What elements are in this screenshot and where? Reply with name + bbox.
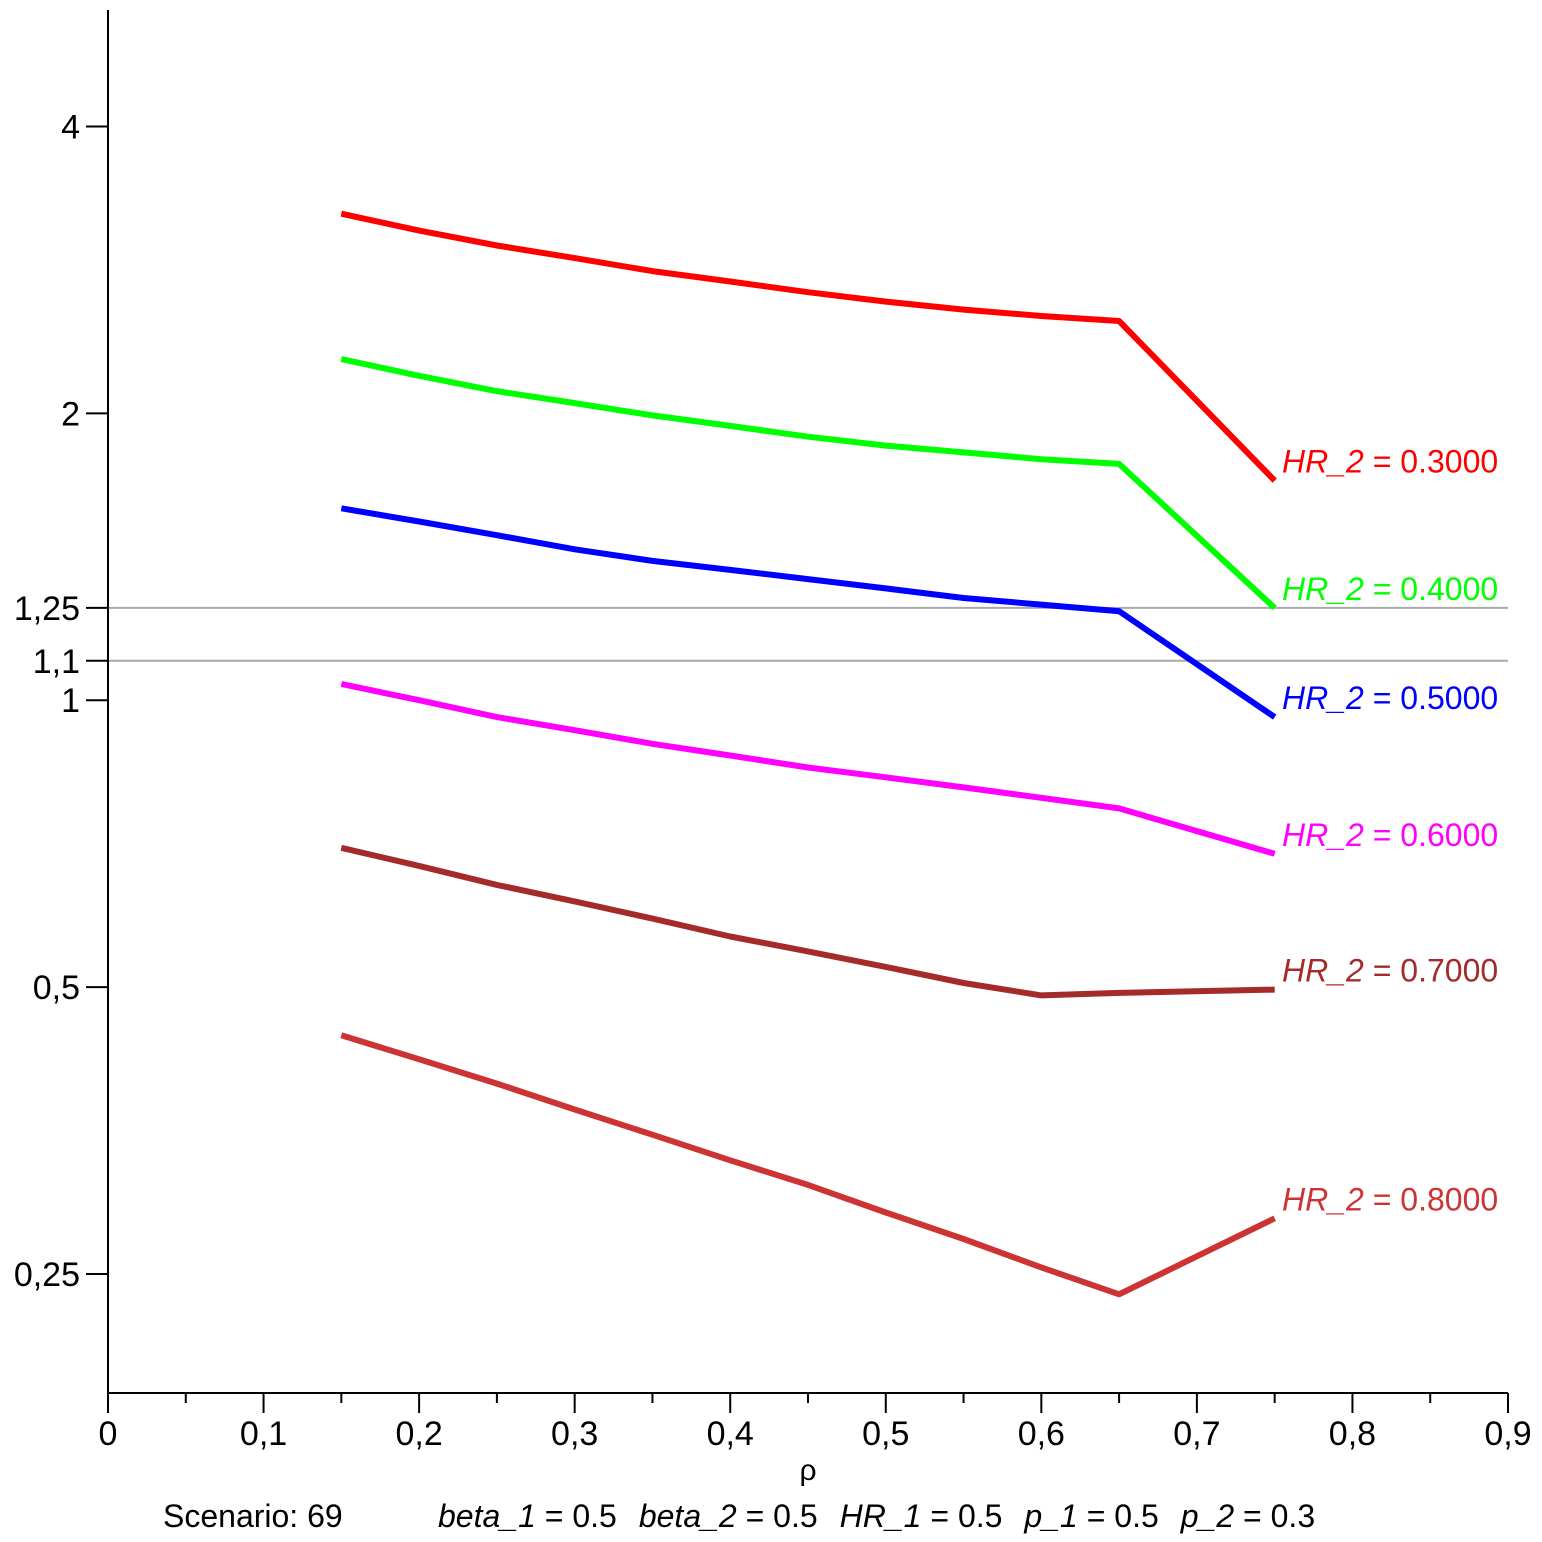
scenario-label: Scenario: 69 [163,1498,343,1534]
y-tick-label: 1 [61,682,80,720]
x-tick-label: 0,8 [1329,1415,1376,1453]
y-ticks: 4 2 1,25 1,11 0,5 0,25 [14,108,108,1294]
x-tick-label: 0,5 [862,1415,909,1453]
x-tick-label: 0 [99,1415,118,1453]
series-line [340,1032,1277,1298]
series-line [340,210,1277,483]
series-label: HR_2 = 0.8000 [1282,1181,1498,1217]
y-tick-label: 0,25 [14,1256,80,1294]
series-label: HR_2 = 0.5000 [1282,680,1498,716]
series-label: HR_2 = 0.4000 [1282,571,1498,607]
reference-lines [108,606,1508,662]
series-line [340,356,1277,611]
x-tick-label: 0,2 [395,1415,442,1453]
x-tick-label: 0,6 [1018,1415,1065,1453]
series-labels: HR_2 = 0.3000 HR_2 = 0.4000 HR_2 = 0.5000 H… [1282,444,1498,1218]
x-tick-label: 0,3 [551,1415,598,1453]
parameter-list: beta_1 = 0.5 beta_2 = 0.5 HR_1 = 0.5 p_1 = … [438,1498,1315,1534]
x-tick-label: 0,7 [1173,1415,1220,1453]
series-label: HR_2 = 0.7000 [1282,953,1498,989]
y-tick-label: 1,25 [14,590,80,628]
y-tick-label: 1,1 [33,643,80,681]
series-line [340,505,1277,720]
x-tick-label: 0,9 [1484,1415,1531,1453]
x-ticks: 0 0,1 0,2 0,3 0,4 0,5 0,6 0,7 0,8 0,9 [99,1393,1532,1453]
x-tick-label: 0,1 [240,1415,287,1453]
y-tick-label: 0,5 [33,969,80,1007]
x-tick-label: 0,4 [707,1415,754,1453]
footer: Scenario: 69 beta_1 = 0.5 beta_2 = 0.5 HR_… [163,1498,1315,1534]
series-lines [340,210,1277,1298]
series-line [340,844,1275,999]
series-label: HR_2 = 0.3000 [1282,444,1498,480]
series-label: HR_2 = 0.6000 [1282,817,1498,853]
y-tick-label: 4 [61,108,80,146]
y-tick-label: 2 [61,395,80,433]
series-line [340,681,1276,857]
x-axis-title: ρ [799,1454,816,1487]
